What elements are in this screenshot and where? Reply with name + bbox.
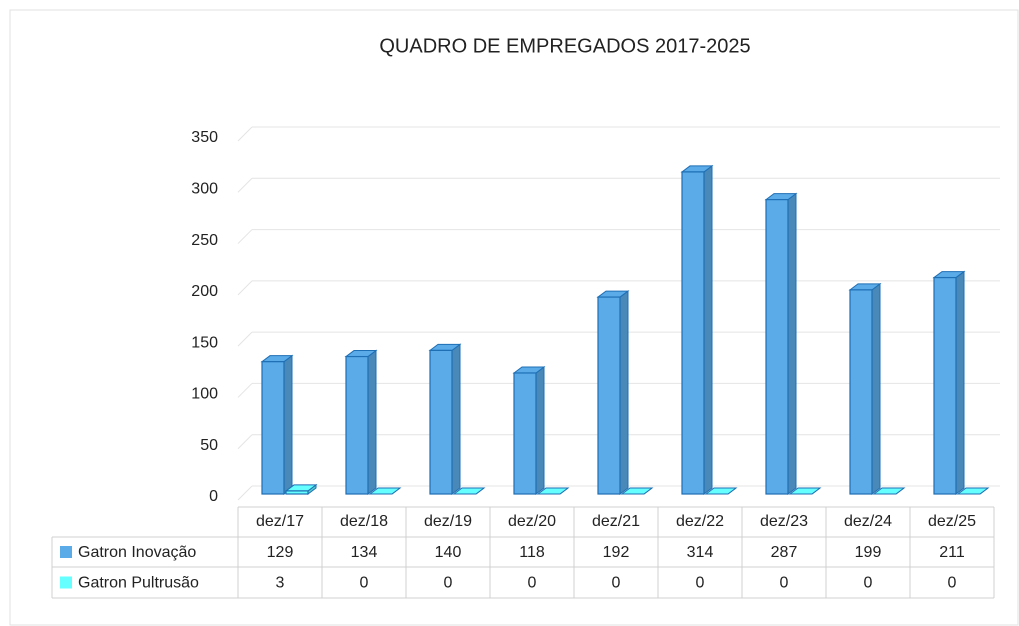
grid-line [237,126,253,142]
legend-key [60,546,72,558]
bar-side [871,282,881,495]
y-tick-label: 100 [191,386,218,403]
y-tick-label: 350 [191,129,218,146]
table-value: 192 [603,544,630,561]
table-value: 134 [351,544,378,561]
bar-top [536,487,570,495]
table-value: 129 [267,544,294,561]
table-value: 211 [939,544,965,561]
bar-side [367,349,377,495]
grid-line [237,383,253,398]
table-value: 118 [519,544,545,561]
bar [681,171,705,495]
table-value: 287 [771,544,798,561]
table-value: 0 [612,575,621,592]
bar-top [620,487,654,495]
bar-side [787,192,797,495]
y-tick-label: 300 [191,181,218,198]
y-tick-label: 150 [191,334,218,351]
y-tick-label: 200 [191,283,218,300]
table-value: 0 [696,575,705,592]
grid-line [237,331,253,347]
chart-title: QUADRO DE EMPREGADOS 2017-2025 [379,35,750,57]
y-tick-label: 250 [191,232,218,249]
table-value: 0 [444,575,453,592]
x-tick-label: dez/25 [928,513,976,530]
grid-line [237,434,253,450]
x-tick-label: dez/18 [340,513,388,530]
bar [429,349,453,495]
y-tick-label: 50 [200,437,218,454]
bar-side [619,290,629,495]
bar [849,289,873,495]
bar-top [368,487,402,495]
grid-line [237,177,253,193]
grid-line [237,229,253,244]
table-value: 0 [948,575,957,592]
bar [933,276,957,495]
bar [345,355,369,495]
legend-label: Gatron Pultrusão [78,575,199,592]
table-value: 0 [528,575,537,592]
bar-side [535,365,545,495]
table-value: 0 [360,575,369,592]
bar-side [703,164,713,495]
x-tick-label: dez/19 [424,513,472,530]
x-tick-label: dez/20 [508,513,556,530]
bar-side [955,270,965,495]
y-tick-label: 0 [209,488,218,505]
table-value: 3 [276,575,285,592]
bar-top [452,487,486,495]
grid-line [237,280,253,296]
table-value: 0 [780,575,789,592]
bar-top [788,487,822,495]
bar [513,372,537,495]
bar-side [283,354,293,495]
legend-key [60,576,72,589]
x-tick-label: dez/24 [844,513,892,530]
bar-top [872,487,906,495]
bar-top [956,487,990,495]
bar [285,490,309,495]
x-tick-label: dez/17 [256,513,304,530]
bar [765,199,789,495]
table-value: 314 [687,544,714,561]
grid-line [237,485,253,501]
x-tick-label: dez/22 [676,513,724,530]
bar [261,361,285,495]
x-tick-label: dez/23 [760,513,808,530]
x-tick-label: dez/21 [592,513,640,530]
bar-side [451,343,461,495]
table-value: 0 [864,575,873,592]
table-value: 199 [855,544,882,561]
table-value: 140 [435,544,462,561]
bar [597,296,621,495]
legend-label: Gatron Inovação [78,544,196,561]
bar-top [704,487,738,495]
